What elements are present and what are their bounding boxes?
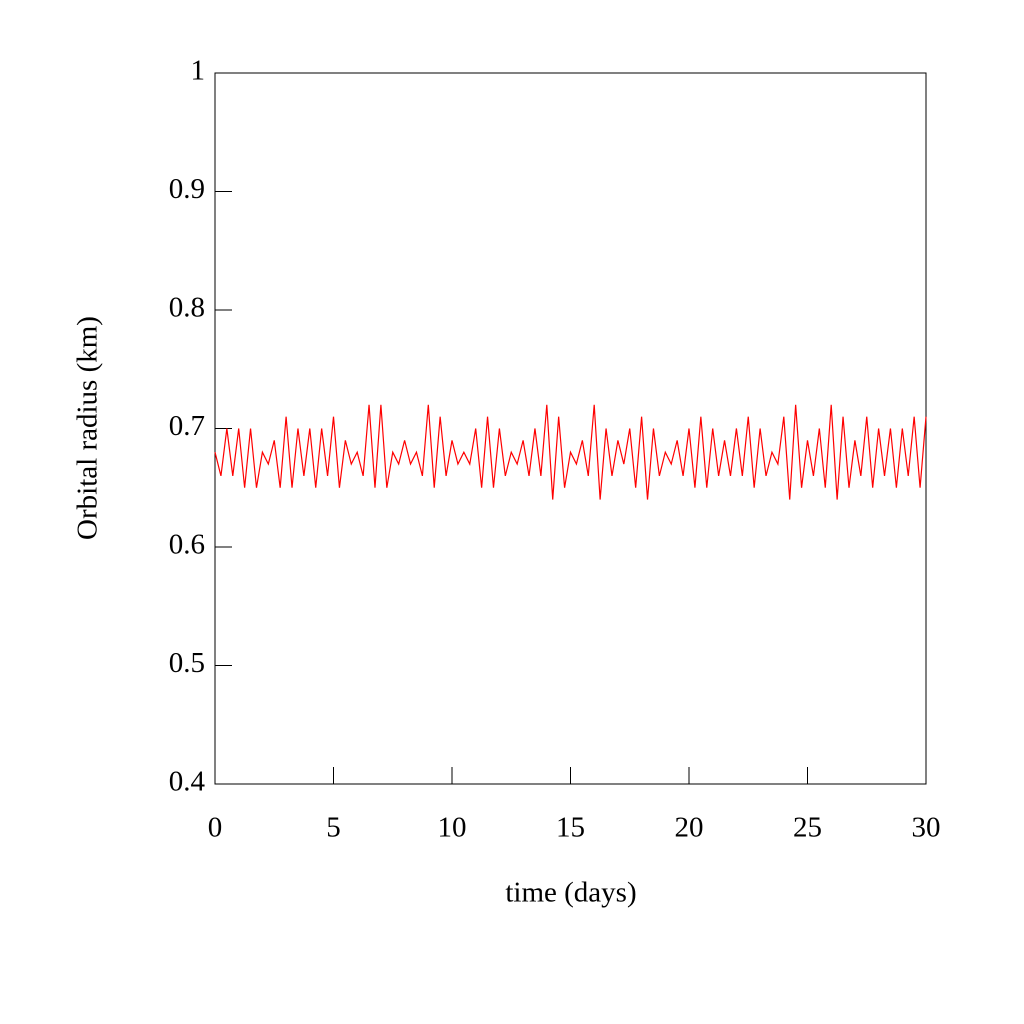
x-tick-label: 30 [912,812,941,844]
data-line [214,404,927,500]
y-tick-label: 0.6 [169,529,205,561]
y-tick-label: 0.7 [169,410,205,442]
x-tick-label: 25 [793,812,822,844]
y-tick-label: 0.5 [169,647,205,679]
x-tick-label: 20 [675,812,704,844]
x-tick-label: 0 [208,812,223,844]
y-axis-label: Orbital radius (km) [72,316,104,540]
y-tick-label: 0.4 [169,766,206,798]
x-tick-label: 5 [326,812,341,844]
x-axis-label: time (days) [505,877,636,909]
x-tick-label: 10 [438,812,467,844]
x-tick-label: 15 [556,812,585,844]
y-tick-label: 0.9 [169,173,205,205]
y-tick-label: 1 [191,55,206,87]
y-tick-label: 0.8 [169,292,205,324]
